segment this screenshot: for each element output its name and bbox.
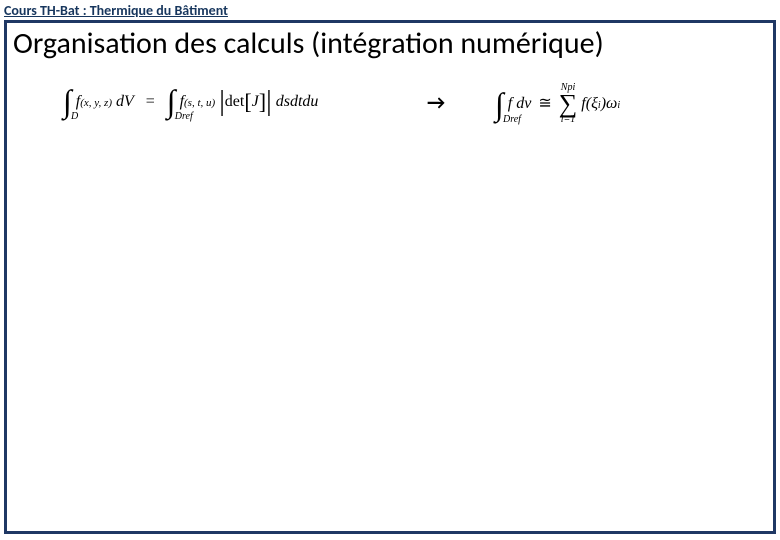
integral-1: ∫D [63, 83, 72, 120]
slide-container: Cours TH-Bat : Thermique du Bâtiment Org… [0, 0, 780, 540]
course-label: Cours TH-Bat : Thermique du Bâtiment [4, 2, 228, 19]
bracket-close: ] [259, 89, 266, 115]
page-title: Organisation des calculs (intégration nu… [13, 25, 604, 62]
integrand-2: f(s, t, u) [180, 93, 216, 111]
integrand-3: f dv [508, 95, 532, 113]
abs-close: | [266, 89, 272, 115]
content-frame: Organisation des calculs (intégration nu… [4, 20, 776, 534]
det-label: det [225, 93, 245, 110]
summation: Npi ∑ i=1 [559, 83, 578, 125]
summand: f(ξi)ωi [581, 95, 620, 113]
formula-right: ∫Dref f dv ≅ Npi ∑ i=1 f(ξi)ωi [495, 83, 620, 125]
differentials: dsdtdu [276, 93, 319, 111]
integrand-1: f(x, y, z) dV [76, 93, 134, 111]
formula-left: ∫D f(x, y, z) dV = ∫Dref f(s, t, u) | det… [63, 83, 318, 120]
equals: = [146, 93, 155, 111]
integral-3: ∫Dref [495, 86, 504, 123]
jacobian: J [252, 93, 259, 111]
approx-equal: ≅ [538, 96, 551, 112]
bracket-open: [ [244, 89, 251, 115]
arrow-icon: → [427, 91, 445, 115]
integral-2: ∫Dref [167, 83, 176, 120]
